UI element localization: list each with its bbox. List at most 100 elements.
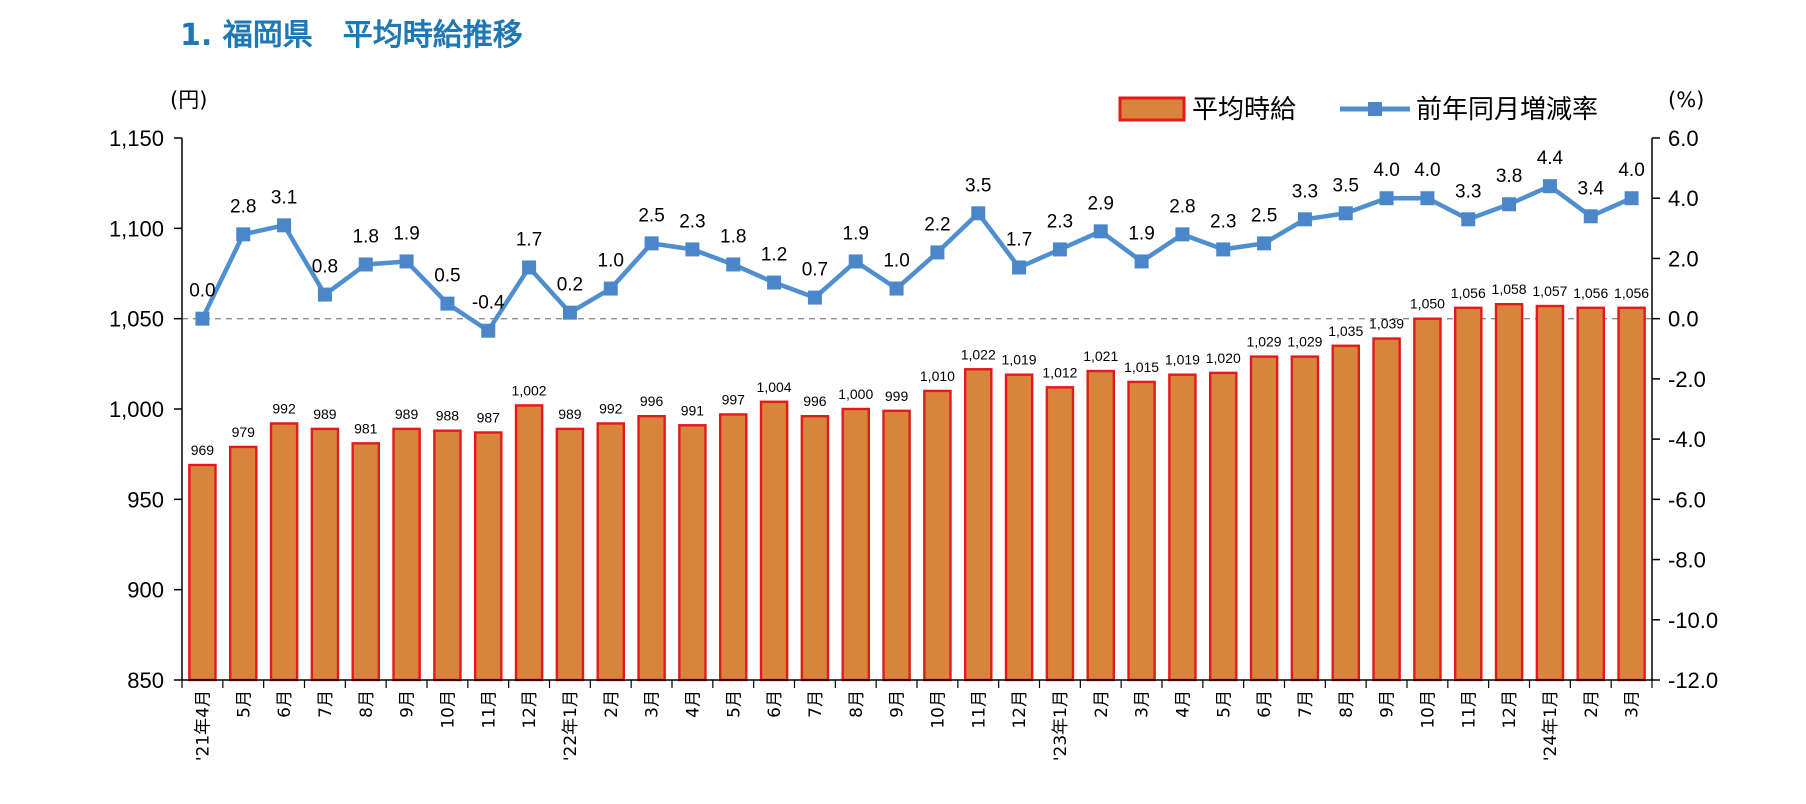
- yoy-marker-30: [1420, 191, 1435, 206]
- right-tick-label-3: -6.0: [1668, 487, 1706, 512]
- yoy-value-label-35: 4.0: [1618, 160, 1644, 181]
- bar-6: [433, 429, 462, 682]
- yoy-marker-5: [399, 254, 414, 269]
- category-label-21: '23年1月: [1051, 690, 1071, 761]
- yoy-value-label-25: 2.3: [1210, 211, 1236, 232]
- yoy-marker-35: [1624, 191, 1639, 206]
- yoy-value-label-23: 1.9: [1128, 223, 1154, 244]
- category-label-0: '21年4月: [193, 690, 213, 761]
- bar-value-label-28: 1,035: [1328, 323, 1363, 339]
- yoy-value-label-15: 0.7: [802, 260, 828, 281]
- bar-24: [1168, 373, 1197, 682]
- bar-value-label-33: 1,057: [1532, 283, 1567, 299]
- bar-25: [1208, 371, 1238, 682]
- yoy-marker-26: [1257, 236, 1272, 251]
- bar-value-label-0: 969: [191, 442, 215, 458]
- category-label-3: 7月: [316, 690, 336, 718]
- right-tick-label-6: 0.0: [1668, 307, 1699, 332]
- bar-value-label-15: 996: [803, 393, 827, 409]
- bar-value-label-23: 1,015: [1124, 359, 1159, 375]
- category-label-19: 11月: [969, 690, 989, 729]
- yoy-marker-32: [1502, 197, 1517, 212]
- yoy-marker-6: [440, 296, 455, 311]
- yoy-marker-22: [1093, 224, 1108, 239]
- category-label-17: 9月: [888, 690, 908, 718]
- yoy-marker-3: [317, 287, 332, 302]
- bar-value-label-1: 979: [232, 424, 256, 440]
- yoy-marker-34: [1583, 209, 1598, 224]
- category-label-2: 6月: [275, 690, 295, 718]
- bar-value-label-9: 989: [558, 406, 582, 422]
- bar-value-label-13: 997: [722, 391, 746, 407]
- category-label-10: 2月: [602, 690, 622, 718]
- yoy-value-label-7: -0.4: [472, 293, 505, 314]
- yoy-value-label-26: 2.5: [1251, 205, 1277, 226]
- left-tick-label-1: 900: [127, 578, 164, 603]
- yoy-value-label-21: 2.3: [1047, 211, 1073, 232]
- left-tick-label-4: 1,050: [109, 307, 164, 332]
- yoy-value-label-6: 0.5: [434, 266, 460, 287]
- category-label-25: 5月: [1214, 690, 1234, 718]
- bar-value-label-2: 992: [272, 400, 296, 416]
- legend-bar-swatch: [1118, 96, 1186, 122]
- bar-value-label-34: 1,056: [1573, 285, 1608, 301]
- left-tick-label-2: 950: [127, 487, 164, 512]
- category-label-23: 3月: [1133, 690, 1153, 718]
- yoy-value-label-32: 3.8: [1496, 166, 1522, 187]
- bar-22: [1086, 369, 1116, 682]
- yoy-marker-16: [848, 254, 863, 269]
- category-label-20: 12月: [1010, 690, 1030, 729]
- bar-value-label-35: 1,056: [1614, 285, 1649, 301]
- bar-31: [1453, 306, 1483, 682]
- category-label-7: 11月: [479, 690, 499, 729]
- yoy-value-label-22: 2.9: [1088, 193, 1114, 214]
- bar-3: [310, 427, 340, 682]
- yoy-value-label-16: 1.9: [843, 223, 869, 244]
- yoy-value-label-13: 1.8: [720, 226, 746, 247]
- yoy-value-label-0: 0.0: [189, 281, 215, 302]
- yoy-value-label-20: 1.7: [1006, 229, 1032, 250]
- bar-value-label-21: 1,012: [1042, 364, 1077, 380]
- yoy-value-label-2: 3.1: [271, 187, 297, 208]
- bar-17: [882, 409, 911, 682]
- yoy-marker-9: [562, 305, 577, 320]
- category-label-13: 5月: [724, 690, 744, 718]
- yoy-value-label-1: 2.8: [230, 196, 256, 217]
- right-tick-label-7: 2.0: [1668, 246, 1699, 271]
- yoy-marker-2: [277, 218, 292, 233]
- bar-value-label-6: 988: [436, 408, 460, 424]
- bar-value-label-11: 996: [640, 393, 664, 409]
- right-tick-label-5: -2.0: [1668, 367, 1706, 392]
- category-label-11: 3月: [643, 690, 663, 718]
- bar-value-label-22: 1,021: [1083, 348, 1118, 364]
- bar-27: [1290, 355, 1320, 682]
- category-label-4: 8月: [357, 690, 377, 718]
- bar-20: [1004, 373, 1034, 682]
- category-label-5: 9月: [398, 690, 418, 718]
- category-label-18: 10月: [928, 690, 948, 729]
- category-label-35: 3月: [1623, 690, 1643, 718]
- left-tick-label-5: 1,100: [109, 216, 164, 241]
- yoy-value-label-18: 2.2: [924, 214, 950, 235]
- category-label-1: 5月: [234, 690, 254, 718]
- yoy-marker-31: [1461, 212, 1476, 227]
- left-tick-label-3: 1,000: [109, 397, 164, 422]
- yoy-marker-14: [767, 275, 782, 290]
- right-axis-unit: (%): [1668, 88, 1704, 112]
- yoy-marker-24: [1175, 227, 1190, 242]
- yoy-marker-4: [358, 257, 373, 272]
- bar-2: [269, 422, 299, 682]
- bar-value-label-5: 989: [395, 406, 419, 422]
- bar-12: [678, 424, 707, 682]
- legend-line-marker: [1368, 102, 1382, 116]
- right-tick-label-2: -8.0: [1668, 548, 1706, 573]
- category-label-22: 2月: [1092, 690, 1112, 718]
- yoy-marker-18: [930, 245, 945, 260]
- bar-18: [923, 389, 952, 682]
- category-label-6: 10月: [438, 690, 458, 729]
- bar-value-label-14: 1,004: [757, 379, 792, 395]
- bar-value-label-12: 991: [681, 402, 705, 418]
- bar-21: [1045, 386, 1075, 682]
- bar-13: [718, 413, 748, 682]
- yoy-value-label-12: 2.3: [679, 211, 705, 232]
